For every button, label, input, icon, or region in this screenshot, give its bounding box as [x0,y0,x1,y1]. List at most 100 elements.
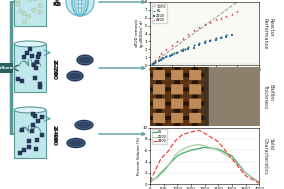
Bar [36,60,39,64]
Z200 [156,60,161,63]
Bar [16,77,20,81]
K5 [150,180,153,183]
K5 [213,37,218,40]
Bar [22,55,26,59]
Bar [40,133,44,137]
Text: Solid
Characteristics: Solid Characteristics [263,138,273,174]
Z200 [175,52,179,55]
Z400 [170,145,174,147]
Bar [150,63,259,65]
Z400 [230,158,234,160]
Circle shape [16,2,20,7]
Z200 [150,180,153,183]
K5 [208,38,212,41]
Z400 [202,22,207,26]
K5 [172,52,176,55]
Z400 [159,158,162,160]
Z200 [162,171,165,173]
Polygon shape [77,55,93,65]
K5 [167,163,171,166]
Circle shape [22,20,27,24]
Legend: K5, Z200, Z400: K5, Z200, Z400 [152,129,167,144]
K5 [183,47,187,50]
Line: Z400: Z400 [150,130,259,183]
K5 [151,179,154,181]
K5 [164,55,169,58]
Text: Z-400: Z-400 [52,125,57,143]
Z200 [224,35,229,38]
Z400 [203,132,206,134]
Z400 [191,28,196,31]
K5 [167,53,172,57]
Z400 [158,52,163,55]
Z200 [197,143,201,146]
Z200 [230,34,234,37]
Bar [32,63,36,67]
Z400 [181,36,185,39]
Bar [38,85,42,89]
Bar [26,139,31,143]
Z400 [153,58,158,61]
Bar [33,114,37,118]
Z200 [189,145,193,147]
Z400 [176,138,179,140]
Bar [27,145,31,149]
Z200 [151,62,156,65]
Z200 [151,179,154,181]
Z200 [159,173,162,175]
Z200 [186,48,191,51]
Text: Z-400: Z-400 [52,126,57,146]
Bar [33,76,37,80]
Z400 [156,163,160,166]
Circle shape [16,0,20,2]
Z200 [203,145,206,147]
Line: Z200: Z200 [150,145,259,183]
K5 [170,160,174,163]
Z200 [213,38,218,41]
Bar [34,147,38,151]
Polygon shape [67,139,85,148]
Z200 [244,172,247,174]
Bar [36,55,40,60]
Z400 [162,155,165,157]
Z400 [150,177,153,180]
Bar [18,151,22,155]
Z200 [219,37,223,40]
K5 [165,166,168,168]
Circle shape [26,14,31,19]
Z400 [156,55,161,58]
K5 [181,152,185,154]
Bar [20,80,24,84]
Circle shape [38,10,42,14]
K5 [154,177,157,180]
K5 [217,148,220,150]
Z400 [151,60,156,64]
K5 [158,57,163,60]
K5 [197,147,201,150]
Z400 [175,40,179,43]
K5 [161,57,165,60]
K5 [230,155,234,157]
Z200 [161,57,165,60]
Bar [22,148,26,152]
Bar [0,63,13,73]
Text: Influent: Influent [0,66,15,70]
Z200 [197,44,201,47]
Z400 [165,152,168,154]
Z400 [208,20,212,23]
Z200 [173,155,176,157]
Z400 [167,149,171,151]
K5 [156,175,160,177]
Z200 [176,152,179,154]
Z200 [170,53,174,57]
K5 [181,48,185,51]
K5 [191,43,196,46]
Text: K5: K5 [52,0,57,6]
K5 [149,181,152,184]
K5 [224,34,229,37]
Z400 [258,182,261,184]
Z200 [149,181,152,184]
Z400 [224,15,229,18]
Z400 [219,16,223,19]
Text: Reactor
Performance: Reactor Performance [263,18,273,49]
